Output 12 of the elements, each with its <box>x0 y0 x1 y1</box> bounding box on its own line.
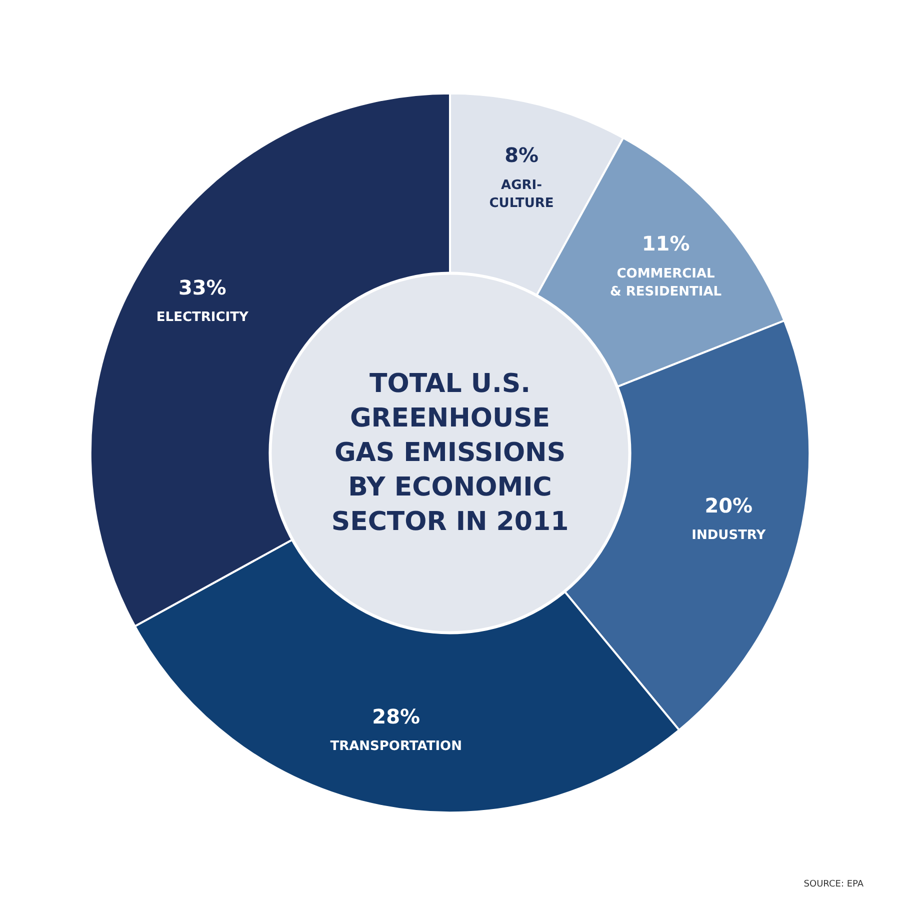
text: TOTAL U.S. GREENHOUSE GAS EMISSIONS BY ECONOMIC SECTOR IN 2011 <box>331 369 569 537</box>
slice-label: COMMERCIAL & RESIDENTIAL <box>610 266 722 300</box>
data-label: 8% <box>504 143 539 168</box>
slice-label: AGRI- CULTURE <box>489 178 554 211</box>
slice-label: TRANSPORTATION <box>330 739 462 754</box>
data-label: 28% <box>372 704 420 728</box>
source-note: SOURCE: EPA <box>804 880 864 890</box>
data-label: 33% <box>178 275 226 300</box>
data-label: 20% <box>704 493 753 518</box>
data-label: 11% <box>642 232 690 256</box>
slice-label: INDUSTRY <box>692 528 766 544</box>
slice-label: ELECTRICITY <box>156 310 249 326</box>
